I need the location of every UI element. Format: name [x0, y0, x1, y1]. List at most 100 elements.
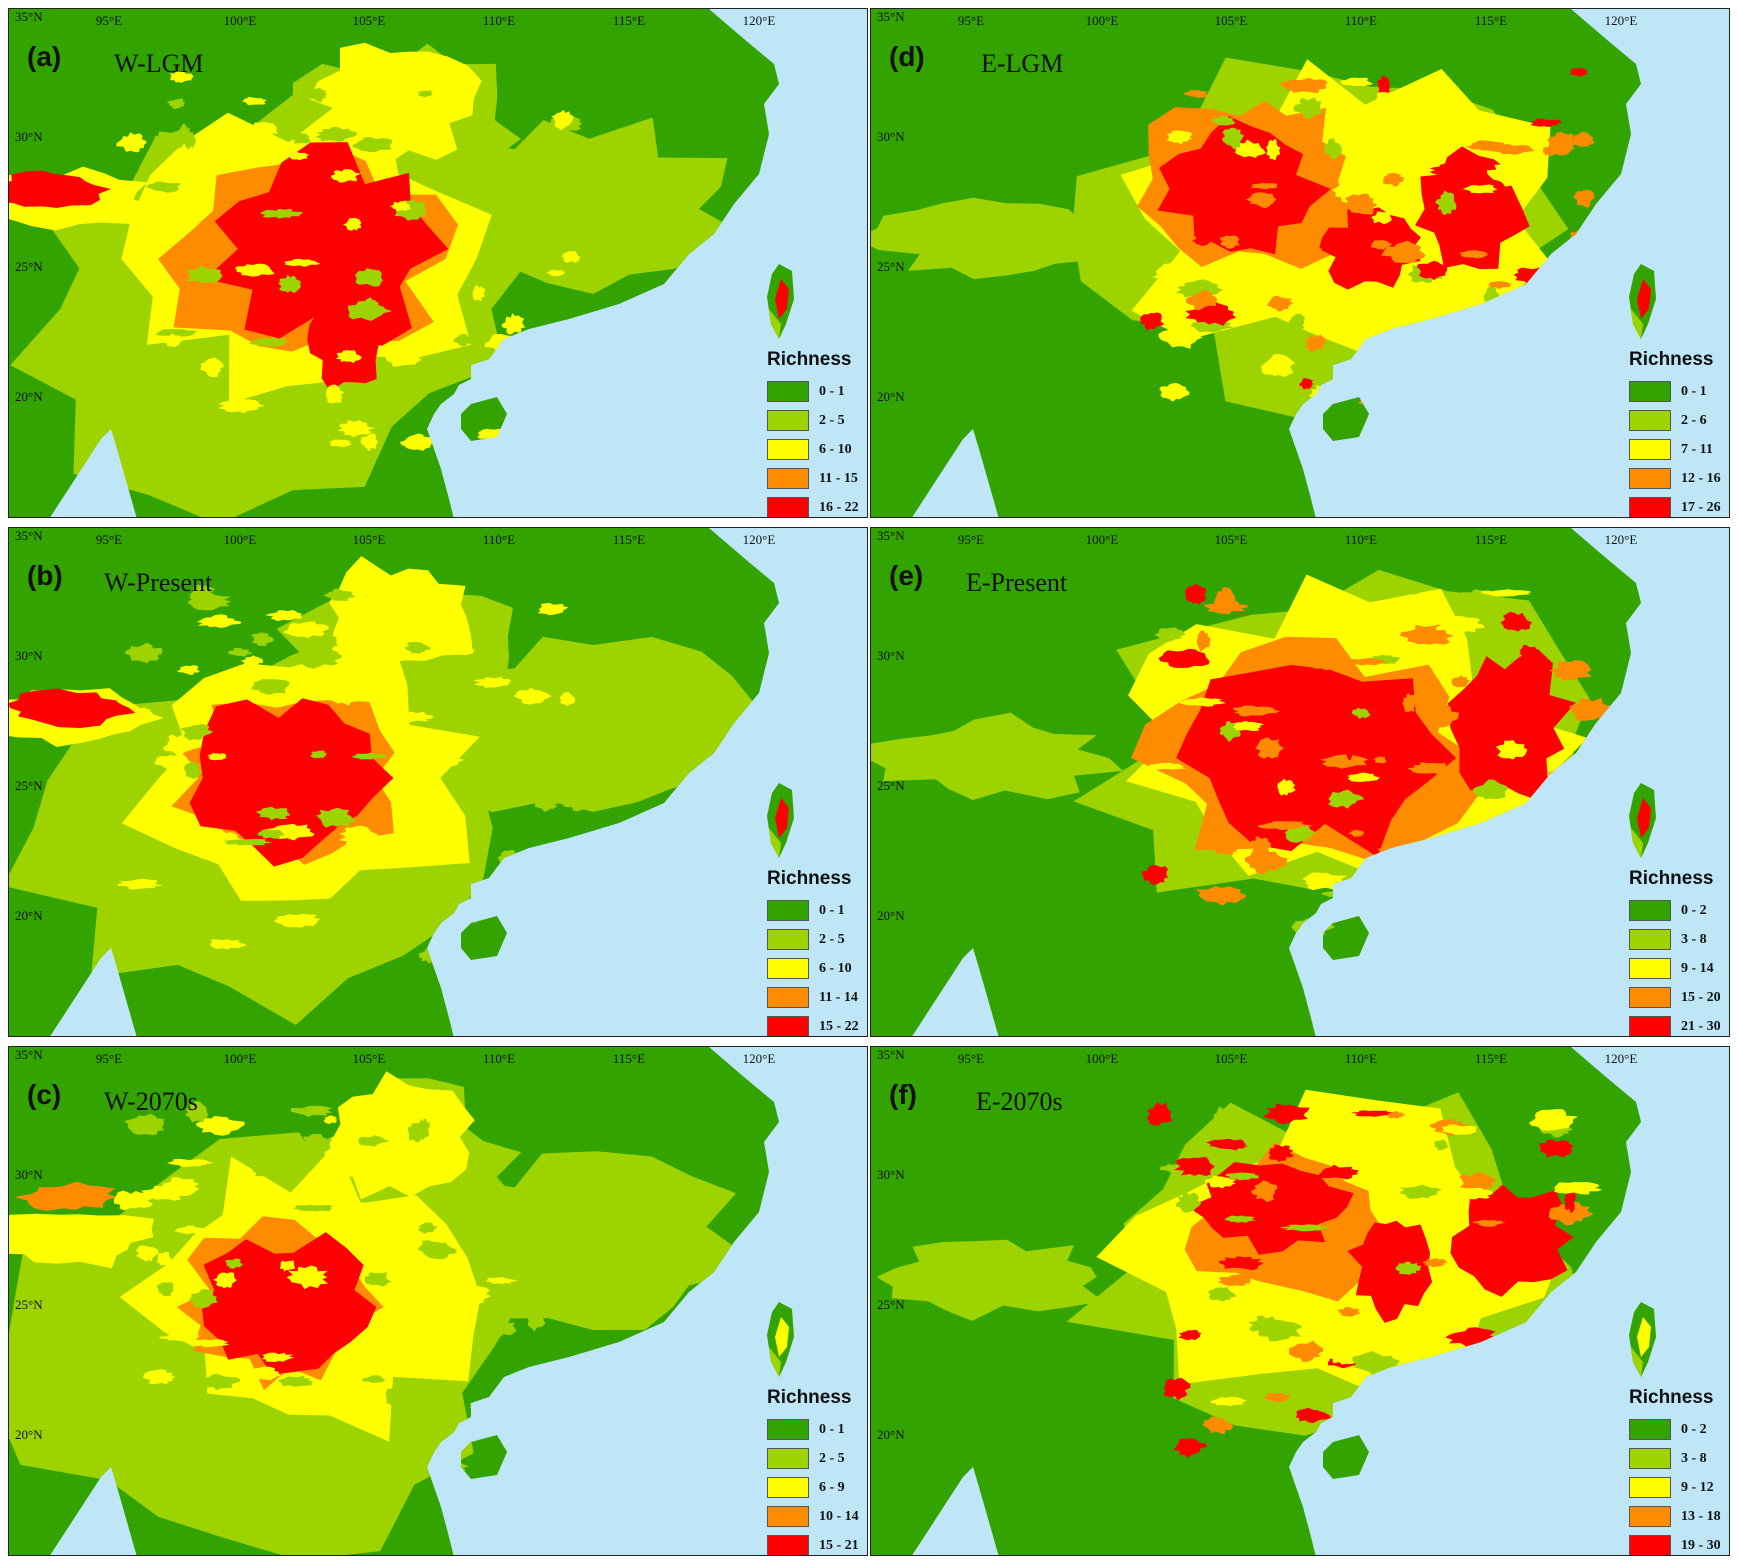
richness-patch — [189, 698, 394, 867]
legend-entry: 0 - 2 — [1629, 1415, 1729, 1444]
richness-patch — [164, 333, 184, 347]
richness-patch — [1299, 377, 1314, 390]
legend-range: 6 - 9 — [819, 1479, 845, 1495]
richness-patch — [331, 169, 361, 183]
latitude-label: 25°N — [15, 1297, 43, 1312]
richness-patch — [1203, 600, 1249, 615]
legend-range: 2 - 6 — [1681, 412, 1707, 428]
richness-patch — [1381, 240, 1426, 263]
richness-patch — [871, 712, 1124, 800]
richness-patch — [158, 905, 206, 916]
richness-patch — [1489, 697, 1540, 717]
richness-patch — [134, 1435, 151, 1445]
richness-map — [871, 528, 1729, 1036]
richness-patch — [201, 1373, 241, 1391]
richness-patch — [186, 265, 223, 284]
latitude-label: 20°N — [15, 1427, 43, 1442]
richness-patch — [364, 1272, 392, 1287]
richness-patch — [1280, 245, 1324, 257]
richness-patch — [1451, 675, 1470, 688]
longitude-label: 95°E — [957, 532, 985, 547]
latitude-label: 25°N — [15, 259, 43, 274]
richness-patch — [1450, 1184, 1574, 1297]
legend-swatch — [767, 1016, 809, 1036]
richness-patch — [1329, 1343, 1360, 1365]
richness-map — [871, 9, 1729, 517]
richness-patch — [417, 1240, 457, 1260]
legend-swatch — [767, 1448, 809, 1469]
richness-patch — [135, 1245, 159, 1262]
richness-patch — [187, 593, 232, 611]
legend-range: 19 - 30 — [1681, 1537, 1721, 1553]
map-panel-w-lgm: 95°E 100°E 105°E 110°E 115°E 120°E 35°N 30°N 25°… — [8, 8, 868, 518]
island-taiwan — [1631, 798, 1651, 858]
richness-patch — [1317, 1164, 1359, 1180]
richness-patch — [1206, 1138, 1245, 1151]
longitude-label: 105°E — [352, 1051, 386, 1066]
longitude-label: 100°E — [223, 13, 257, 28]
legend-swatch — [1629, 497, 1671, 517]
richness-patch — [478, 1319, 517, 1337]
richness-patch — [385, 1385, 403, 1409]
richness-patch — [1350, 1110, 1396, 1117]
richness-patch — [1462, 184, 1498, 194]
richness-patch — [1293, 97, 1322, 119]
legend-range: 0 - 1 — [819, 902, 845, 918]
richness-patch — [1435, 616, 1485, 635]
richness-patch — [1464, 140, 1506, 151]
legend-swatch — [1629, 1506, 1671, 1527]
richness-patch — [1263, 1103, 1310, 1125]
richness-patch — [1402, 693, 1416, 713]
richness-patch — [1225, 1172, 1259, 1181]
richness-patch — [1256, 1319, 1303, 1342]
richness-patch — [1553, 1182, 1603, 1195]
richness-patch — [1435, 190, 1457, 215]
longitude-label: 115°E — [1474, 532, 1508, 547]
richness-patch — [876, 1239, 1103, 1321]
richness-patch — [305, 930, 338, 937]
longitude-label: 120°E — [1604, 532, 1638, 547]
richness-legend: Richness 0 - 1 2 - 5 6 - 10 11 - 14 15 - 22 — [767, 868, 867, 1036]
richness-patch — [323, 588, 356, 602]
richness-patch — [222, 838, 273, 846]
latitude-label: 35°N — [15, 9, 43, 24]
richness-patch — [167, 1158, 214, 1167]
legend-title: Richness — [1629, 349, 1714, 370]
richness-patch — [395, 385, 426, 407]
richness-patch — [473, 676, 512, 688]
legend-range: 0 - 1 — [819, 1421, 845, 1437]
richness-patch — [555, 1162, 581, 1173]
richness-patch — [1318, 834, 1331, 847]
legend-entry: 2 - 6 — [1629, 406, 1729, 435]
richness-patch — [338, 825, 379, 849]
richness-patch — [1266, 139, 1281, 161]
richness-patch — [364, 399, 387, 411]
longitude-label: 105°E — [352, 532, 386, 547]
richness-patch — [1343, 735, 1356, 761]
richness-patch — [1285, 749, 1334, 761]
legend-swatch — [767, 1419, 809, 1440]
legend-range: 11 - 15 — [819, 470, 858, 486]
richness-patch — [1441, 1124, 1478, 1135]
legend-range: 2 - 5 — [819, 931, 845, 947]
richness-patch — [1479, 680, 1493, 699]
richness-patch — [1146, 1260, 1191, 1278]
richness-patch — [1260, 354, 1296, 377]
longitude-label: 115°E — [612, 13, 646, 28]
richness-patch — [176, 665, 200, 675]
richness-legend: Richness 0 - 1 2 - 5 6 - 10 11 - 15 16 - 22 — [767, 349, 867, 517]
richness-patch — [1418, 704, 1460, 728]
richness-patch — [1295, 1407, 1331, 1423]
peninsula-land — [9, 1502, 29, 1555]
richness-patch — [207, 752, 227, 761]
richness-patch — [1245, 192, 1277, 209]
longitude-label: 115°E — [612, 1051, 646, 1066]
longitude-label: 95°E — [957, 13, 985, 28]
richness-patch — [253, 1160, 290, 1177]
richness-patch — [1179, 697, 1226, 707]
legend-title: Richness — [1629, 1387, 1714, 1408]
richness-patch — [544, 665, 585, 675]
richness-patch — [1184, 90, 1208, 98]
legend-entry: 2 - 5 — [767, 925, 867, 954]
legend-swatch — [767, 497, 809, 517]
